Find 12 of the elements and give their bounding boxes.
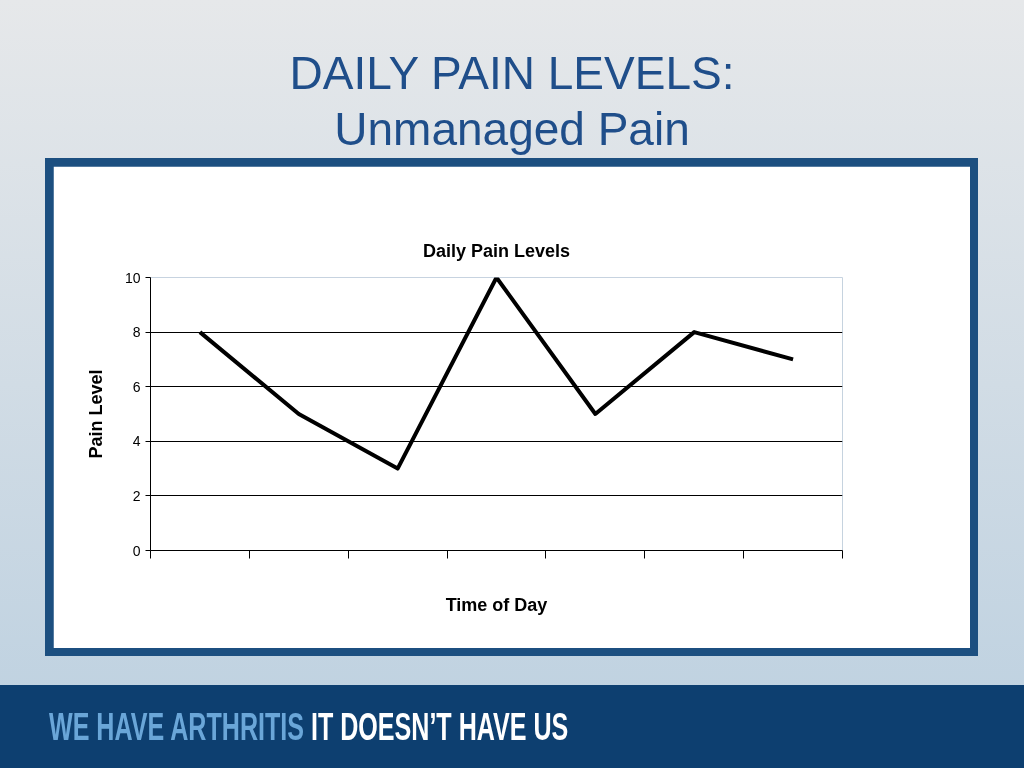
chart-title: DAILY PAIN LEVELS: Unmanaged Pain [288,46,736,157]
y-tick-label: 10 [124,269,141,286]
y-axis-title: Pain Level [85,369,106,459]
y-tick-label: 6 [132,378,141,395]
x-axis-title: Time of Day [445,594,548,615]
y-tick-label: 2 [132,487,141,504]
y-tick-label: 4 [132,433,141,450]
text: WE HAVE ARTHRITIS [49,706,304,748]
y-tick-label: 8 [132,324,141,341]
chart-subtitle: Daily Pain Levels [422,240,571,261]
y-tick-label: 0 [132,542,141,559]
text: IT DOESN’T HAVE US [310,706,569,748]
